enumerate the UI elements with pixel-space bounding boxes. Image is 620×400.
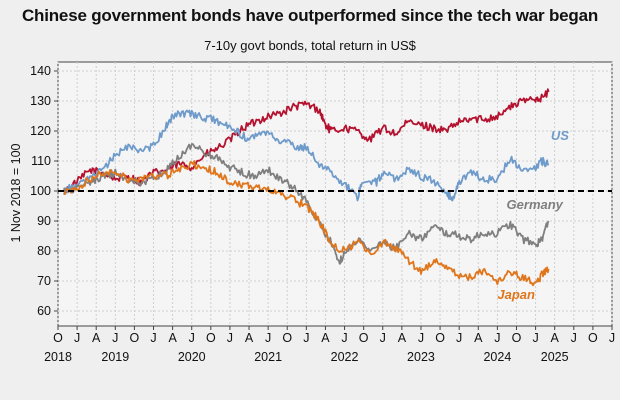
series-label-us: US [551,128,569,143]
x-month-label: J [571,331,577,345]
x-month-label: J [74,331,80,345]
x-month-label: J [112,331,118,345]
x-month-label: J [150,331,156,345]
x-month-label: J [227,331,233,345]
x-month-label: A [245,331,254,345]
x-month-label: J [418,331,424,345]
y-tick-label: 140 [30,64,51,78]
x-year-label: 2022 [331,350,359,364]
y-tick-label: 90 [37,214,51,228]
x-month-label: J [341,331,347,345]
x-month-label: A [92,331,101,345]
x-year-label: 2019 [101,350,129,364]
x-month-label: O [53,331,63,345]
x-month-label: O [206,331,216,345]
series-lines [63,88,550,287]
x-month-label: A [474,331,483,345]
x-year-label: 2020 [178,350,206,364]
x-year-label: 2021 [254,350,282,364]
x-month-label: A [321,331,330,345]
x-year-label: 2024 [483,350,511,364]
y-tick-label: 100 [30,184,51,198]
series-line-us [63,109,550,202]
x-month-label: J [456,331,462,345]
x-month-label: J [609,331,615,345]
x-month-label: J [303,331,309,345]
y-tick-label: 80 [37,244,51,258]
series-line-china [63,88,550,194]
y-tick-label: 130 [30,94,51,108]
plot-area [57,61,613,327]
series-line-japan [64,160,550,287]
x-month-label: O [359,331,369,345]
x-month-label: A [551,331,560,345]
y-tick-label: 60 [37,304,51,318]
x-month-label: O [588,331,598,345]
series-label-japan: Japan [497,287,535,302]
series-label-germany: Germany [507,197,564,212]
series-labels: US Germany Japan [497,128,569,302]
x-year-label: 2018 [44,350,72,364]
x-month-label: A [398,331,407,345]
y-ticks: 60 70 80 90 100 110 120 130 140 [30,64,58,318]
x-year-label: 2025 [541,350,569,364]
x-month-label: A [168,331,177,345]
y-tick-label: 70 [37,274,51,288]
chart-subtitle: 7-10y govt bonds, total return in US$ [204,38,416,53]
x-month-label: J [494,331,500,345]
x-month-label: O [130,331,140,345]
y-tick-label: 120 [30,124,51,138]
x-year-label: 2023 [407,350,435,364]
x-month-label: O [282,331,292,345]
y-tick-label: 110 [31,154,51,168]
x-month-label: O [435,331,445,345]
x-month-label: J [532,331,538,345]
x-month-label: J [189,331,195,345]
x-month-label: J [380,331,386,345]
x-month-label: J [265,331,271,345]
chart-title: Chinese government bonds have outperform… [21,6,599,25]
x-month-label: O [512,331,522,345]
